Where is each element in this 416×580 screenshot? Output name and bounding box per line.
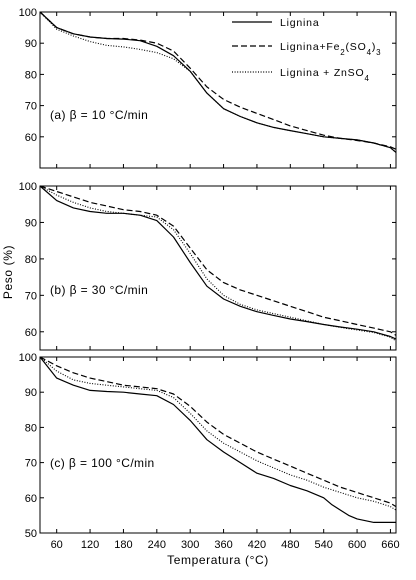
x-tick-label: 480 bbox=[281, 539, 299, 551]
y-tick-label: 70 bbox=[25, 290, 37, 302]
panel-frame bbox=[39, 356, 397, 534]
y-tick-label: 70 bbox=[25, 458, 37, 470]
y-tick-label: 50 bbox=[25, 528, 37, 540]
legend-label: Lignina+Fe2(SO4)3 bbox=[280, 41, 381, 57]
panels: 60 70 80 90 100 (a) β = 10 °C/min 60 70 80 90 100 (… bbox=[19, 7, 400, 551]
panel-label: (c) β = 100 °C/min bbox=[50, 456, 155, 470]
x-tick-label: 360 bbox=[214, 539, 232, 551]
y-tick-label: 90 bbox=[25, 217, 37, 229]
y-tick-label: 60 bbox=[25, 327, 37, 339]
series-solid bbox=[39, 356, 396, 524]
series-dashed bbox=[39, 185, 397, 336]
legend-label: Lignina bbox=[280, 17, 319, 29]
x-tick-label: 600 bbox=[348, 539, 366, 551]
panel-2: 50 60 70 80 90 100 60 120 180 240 300 360 420 480 540 6… bbox=[19, 352, 400, 551]
y-tick-label: 70 bbox=[25, 101, 37, 113]
x-tick-label: 120 bbox=[81, 539, 99, 551]
series-dotted bbox=[39, 11, 397, 153]
series-dashed bbox=[39, 11, 397, 150]
panel-label: (b) β = 30 °C/min bbox=[50, 283, 148, 297]
panel-0: 60 70 80 90 100 (a) β = 10 °C/min bbox=[19, 7, 397, 169]
legend: Lignina Lignina+Fe2(SO4)3 Lignina + ZnSO4 bbox=[232, 17, 381, 83]
panel-frame bbox=[39, 11, 397, 169]
y-tick-label: 100 bbox=[19, 352, 37, 364]
y-tick-label: 90 bbox=[25, 38, 37, 50]
y-tick-label: 90 bbox=[25, 387, 37, 399]
x-tick-label: 60 bbox=[51, 539, 63, 551]
series-dotted bbox=[39, 185, 397, 342]
panel-label: (a) β = 10 °C/min bbox=[50, 108, 148, 122]
series-solid bbox=[39, 185, 397, 340]
x-axis-title: Temperatura (°C) bbox=[167, 553, 269, 567]
legend-label: Lignina + ZnSO4 bbox=[280, 67, 370, 83]
x-tick-label: 660 bbox=[381, 539, 399, 551]
y-tick-label: 60 bbox=[25, 493, 37, 505]
y-tick-label: 100 bbox=[19, 181, 37, 193]
y-axis-title: Peso (%) bbox=[1, 245, 15, 299]
y-tick-label: 80 bbox=[25, 422, 37, 434]
y-tick-label: 80 bbox=[25, 254, 37, 266]
x-tick-label: 420 bbox=[248, 539, 266, 551]
x-tick-label: 300 bbox=[181, 539, 199, 551]
series-dashed bbox=[39, 356, 397, 508]
series-dotted bbox=[39, 356, 397, 511]
panel-frame bbox=[39, 185, 397, 351]
y-tick-label: 100 bbox=[19, 7, 37, 19]
x-tick-label: 540 bbox=[315, 539, 333, 551]
x-tick-label: 240 bbox=[148, 539, 166, 551]
y-tick-label: 60 bbox=[25, 132, 37, 144]
x-tick-label: 180 bbox=[114, 539, 132, 551]
panel-1: 60 70 80 90 100 (b) β = 30 °C/min bbox=[19, 181, 397, 351]
series-solid bbox=[39, 11, 397, 153]
y-tick-label: 80 bbox=[25, 69, 37, 81]
